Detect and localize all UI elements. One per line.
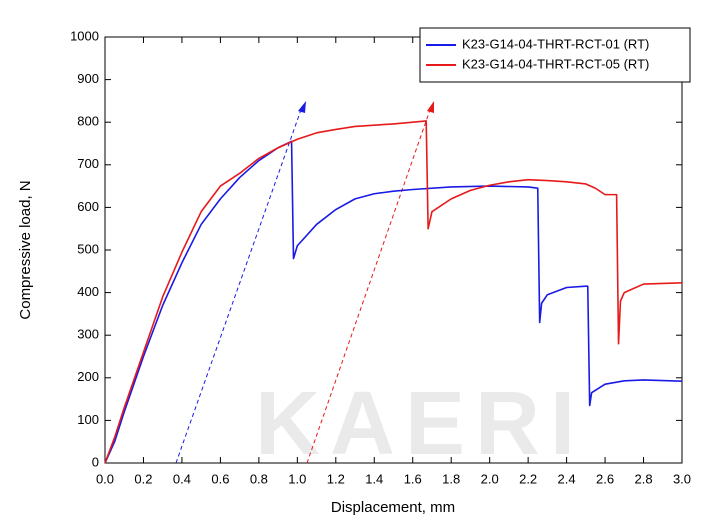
y-tick-label: 0 xyxy=(92,454,99,469)
x-tick-label: 2.8 xyxy=(634,471,652,486)
x-tick-label: 0.6 xyxy=(211,471,229,486)
y-tick-label: 200 xyxy=(77,369,99,384)
legend-label: K23-G14-04-THRT-RCT-01 (RT) xyxy=(462,36,649,51)
legend-box xyxy=(419,27,691,83)
x-tick-label: 3.0 xyxy=(673,471,691,486)
legend-label: K23-G14-04-THRT-RCT-05 (RT) xyxy=(462,56,649,71)
slope-guides xyxy=(175,101,434,464)
y-tick-label: 600 xyxy=(77,199,99,214)
y-tick-label: 500 xyxy=(77,241,99,256)
x-axis-label: Displacement, mm xyxy=(331,499,455,516)
x-tick-label: 2.2 xyxy=(519,471,537,486)
x-tick-label: 1.2 xyxy=(327,471,345,486)
x-tick-label: 0.8 xyxy=(250,471,268,486)
x-tick-label: 0.2 xyxy=(134,471,152,486)
x-tick-label: 2.6 xyxy=(596,471,614,486)
x-tick-label: 2.0 xyxy=(481,471,499,486)
x-tick-label: 1.4 xyxy=(365,471,383,486)
x-tick-label: 1.8 xyxy=(442,471,460,486)
watermark: KAERI xyxy=(255,374,585,474)
y-tick-label: 1000 xyxy=(70,28,99,43)
x-tick-label: 2.4 xyxy=(558,471,576,486)
y-axis-label: Compressive load, N xyxy=(17,180,34,319)
y-tick-label: 300 xyxy=(77,327,99,342)
series-line xyxy=(104,140,683,464)
y-tick-label: 100 xyxy=(77,412,99,427)
y-tick-label: 400 xyxy=(77,284,99,299)
y-tick-label: 700 xyxy=(77,156,99,171)
x-tick-label: 0.4 xyxy=(173,471,191,486)
x-tick-label: 1.6 xyxy=(404,471,422,486)
y-tick-label: 900 xyxy=(77,71,99,86)
arrow-head xyxy=(427,101,434,113)
x-tick-label: 0.0 xyxy=(96,471,114,486)
series-line xyxy=(104,120,683,464)
arrow-head xyxy=(298,101,306,113)
y-tick-label: 800 xyxy=(77,114,99,129)
x-tick-label: 1.0 xyxy=(288,471,306,486)
